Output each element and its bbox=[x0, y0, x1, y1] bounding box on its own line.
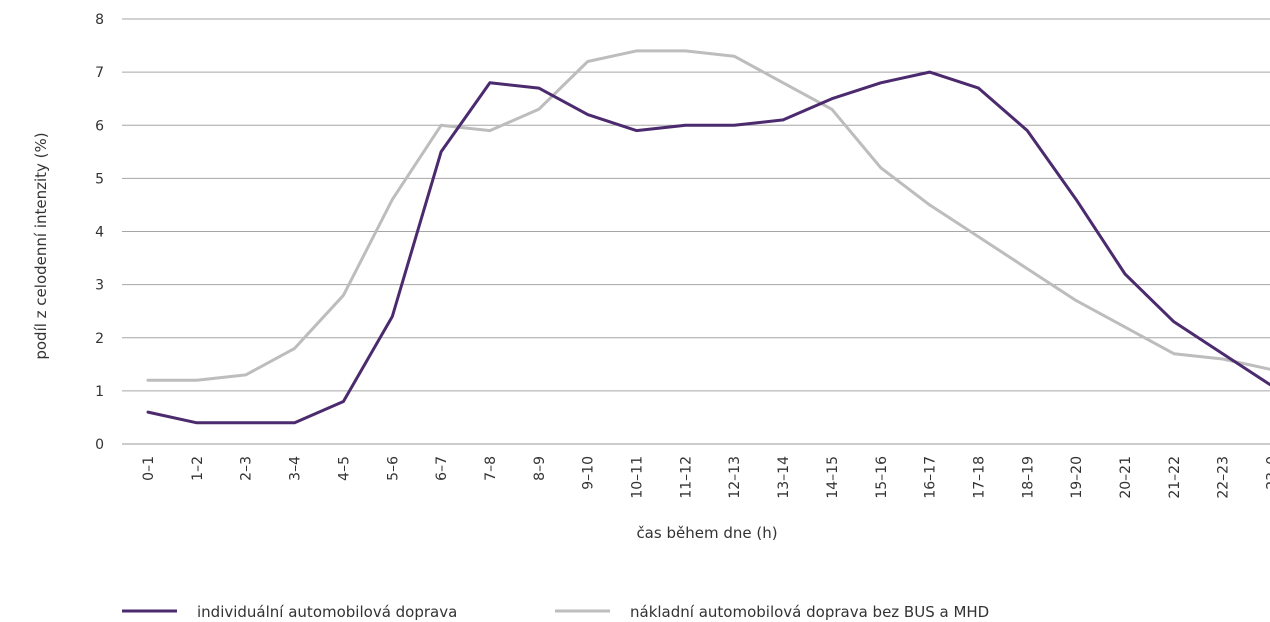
y-tick-label: 7 bbox=[95, 65, 104, 81]
legend-item-1: individuální automobilová doprava bbox=[122, 603, 457, 621]
x-tick-label: 0–1 bbox=[141, 456, 157, 481]
x-tick-label: 6–7 bbox=[434, 456, 450, 481]
y-axis-title: podíl z celodenní intenzity (%) bbox=[32, 132, 50, 359]
x-tick-label: 18–19 bbox=[1020, 456, 1036, 499]
x-axis-title: čas během dne (h) bbox=[636, 524, 777, 542]
y-tick-label: 0 bbox=[95, 437, 104, 453]
y-tick-label: 4 bbox=[95, 225, 104, 241]
legend: individuální automobilová doprava nákladn… bbox=[122, 603, 989, 621]
series-line-2 bbox=[146, 49, 1270, 382]
x-tick-label: 14–15 bbox=[825, 456, 841, 499]
x-tick-label: 4–5 bbox=[336, 456, 352, 481]
x-axis-ticks: 0–1 1–2 2–3 3–4 4–5 5–6 6–7 7–8 8–9 9–10 10–11 11–1… bbox=[141, 456, 1270, 499]
x-tick-label: 8–9 bbox=[532, 456, 548, 481]
y-tick-label: 2 bbox=[95, 331, 104, 347]
x-tick-label: 23–0 bbox=[1265, 456, 1270, 490]
x-tick-label: 9–10 bbox=[581, 456, 597, 490]
y-tick-label: 3 bbox=[95, 278, 104, 294]
x-tick-label: 1–2 bbox=[190, 456, 206, 481]
x-tick-label: 2–3 bbox=[239, 456, 255, 481]
x-tick-label: 10–11 bbox=[630, 456, 646, 499]
y-tick-label: 5 bbox=[95, 171, 104, 187]
x-tick-label: 16–17 bbox=[923, 456, 939, 499]
x-tick-label: 13–14 bbox=[776, 456, 792, 499]
series-lines bbox=[146, 49, 1270, 425]
x-tick-label: 5–6 bbox=[385, 456, 401, 481]
x-tick-label: 17–18 bbox=[971, 456, 987, 499]
y-axis-ticks: 0 1 2 3 4 5 6 7 8 bbox=[95, 12, 104, 453]
series-line-1 bbox=[146, 70, 1270, 425]
x-tick-label: 20–21 bbox=[1118, 456, 1134, 499]
legend-label: individuální automobilová doprava bbox=[197, 603, 457, 621]
x-tick-label: 15–16 bbox=[874, 456, 890, 499]
x-tick-label: 21–22 bbox=[1167, 456, 1183, 499]
x-tick-label: 3–4 bbox=[288, 456, 304, 481]
x-tick-label: 19–20 bbox=[1069, 456, 1085, 499]
y-tick-label: 1 bbox=[95, 384, 104, 400]
y-tick-label: 8 bbox=[95, 12, 104, 28]
x-tick-label: 22–23 bbox=[1216, 456, 1232, 499]
x-tick-label: 11–12 bbox=[678, 456, 694, 499]
y-tick-label: 6 bbox=[95, 118, 104, 134]
gridlines bbox=[122, 18, 1270, 445]
x-tick-label: 12–13 bbox=[727, 456, 743, 499]
legend-label: nákladní automobilová doprava bez BUS a … bbox=[630, 603, 989, 621]
legend-item-2: nákladní automobilová doprava bez BUS a … bbox=[555, 603, 989, 621]
x-tick-label: 7–8 bbox=[483, 456, 499, 481]
